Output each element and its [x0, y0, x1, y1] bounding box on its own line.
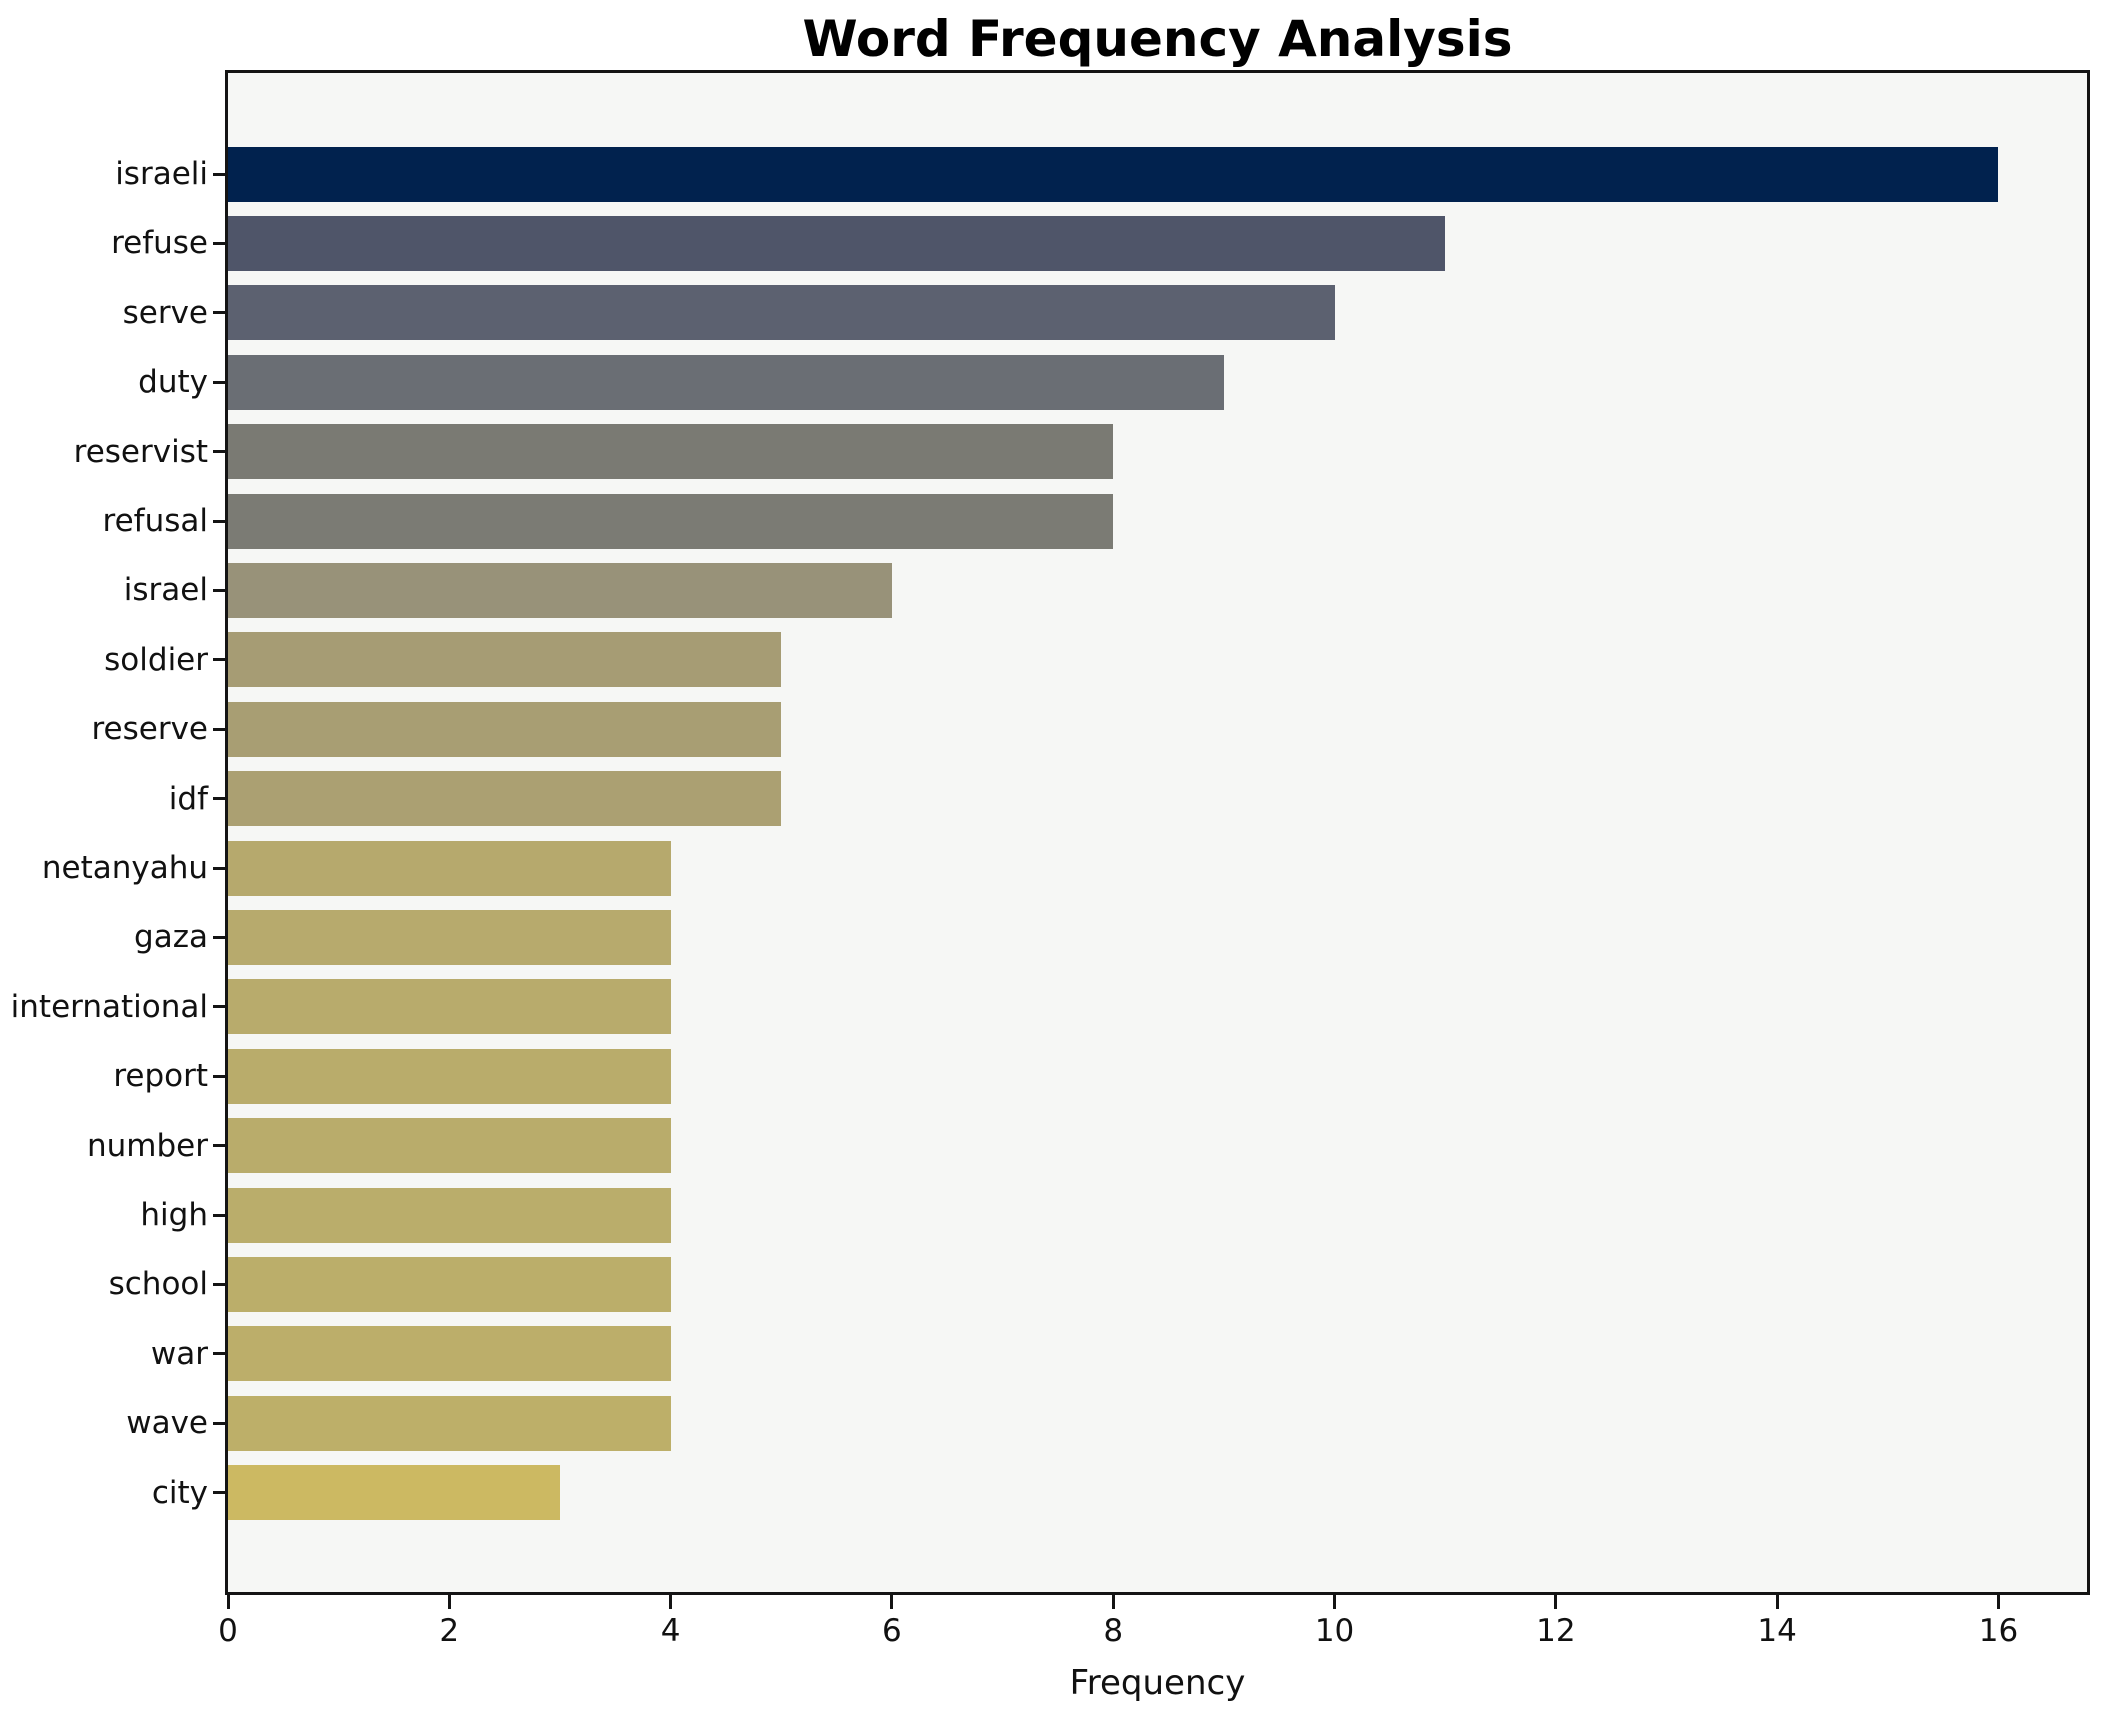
y-tick-mark: [213, 1491, 225, 1495]
bar-reservist: [228, 424, 1114, 480]
y-tick-label: idf: [168, 780, 208, 817]
y-tick-mark: [213, 866, 225, 870]
x-tick-label: 14: [1757, 1613, 1797, 1649]
y-tick-label: international: [10, 988, 208, 1025]
y-tick-mark: [213, 172, 225, 176]
y-tick-mark: [213, 1282, 225, 1286]
y-tick-label: reserve: [91, 711, 208, 748]
bar-refuse: [228, 215, 1446, 271]
y-tick-mark: [213, 1213, 225, 1217]
y-tick-mark: [213, 241, 225, 245]
x-tick-label: 10: [1314, 1613, 1355, 1649]
plot-area: [225, 70, 2090, 1595]
x-tick-label: 4: [660, 1613, 681, 1649]
bar-international: [228, 979, 671, 1035]
bar-high: [228, 1187, 671, 1243]
bar-reserve: [228, 701, 782, 757]
y-tick-label: wave: [126, 1405, 208, 1442]
bar-school: [228, 1256, 671, 1312]
y-tick-mark: [213, 1005, 225, 1009]
y-tick-mark: [213, 588, 225, 592]
x-tick-mark: [447, 1595, 451, 1609]
y-tick-label: netanyahu: [41, 850, 208, 886]
x-tick-mark: [890, 1595, 894, 1609]
y-tick-label: gaza: [134, 919, 208, 956]
x-axis-title: Frequency: [1069, 1663, 1246, 1703]
bar-netanyahu: [228, 840, 671, 896]
y-tick-label: war: [150, 1335, 208, 1372]
x-tick-label: 0: [218, 1613, 238, 1649]
bar-city: [228, 1465, 560, 1521]
bar-israel: [228, 562, 892, 618]
y-tick-label: refusal: [102, 503, 208, 539]
y-tick-label: number: [87, 1127, 208, 1164]
y-tick-mark: [213, 935, 225, 939]
x-tick-mark: [1775, 1595, 1779, 1609]
y-tick-label: duty: [138, 364, 208, 401]
y-tick-label: soldier: [104, 641, 208, 678]
x-tick-label: 16: [1978, 1613, 2019, 1649]
chart-title: Word Frequency Analysis: [802, 10, 1513, 68]
bar-war: [228, 1326, 671, 1382]
y-tick-mark: [213, 797, 225, 801]
x-tick-mark: [1996, 1595, 2000, 1609]
y-tick-label: report: [113, 1058, 208, 1095]
bar-israeli: [228, 146, 1999, 202]
bar-serve: [228, 285, 1335, 341]
bar-wave: [228, 1395, 671, 1451]
x-tick-mark: [669, 1595, 673, 1609]
bar-refusal: [228, 493, 1114, 549]
y-tick-mark: [213, 658, 225, 662]
y-tick-label: school: [108, 1266, 208, 1303]
y-tick-label: high: [140, 1197, 208, 1233]
bar-idf: [228, 771, 782, 827]
y-tick-mark: [213, 519, 225, 523]
y-tick-label: reservist: [73, 433, 208, 470]
x-tick-label: 6: [882, 1613, 902, 1649]
bar-soldier: [228, 632, 782, 688]
bar-report: [228, 1048, 671, 1104]
x-tick-mark: [226, 1595, 230, 1609]
y-tick-mark: [213, 1421, 225, 1425]
x-tick-label: 2: [439, 1613, 460, 1649]
y-tick-label: israel: [123, 572, 208, 609]
y-tick-label: serve: [122, 294, 208, 331]
bar-duty: [228, 354, 1224, 410]
y-tick-mark: [213, 1074, 225, 1078]
bar-number: [228, 1118, 671, 1174]
y-tick-mark: [213, 450, 225, 454]
y-tick-mark: [213, 1144, 225, 1148]
x-tick-mark: [1111, 1595, 1115, 1609]
y-tick-label: israeli: [115, 156, 208, 192]
y-tick-mark: [213, 1352, 225, 1356]
y-tick-label: refuse: [111, 225, 208, 262]
bar-gaza: [228, 909, 671, 965]
y-tick-mark: [213, 311, 225, 315]
y-tick-label: city: [151, 1474, 208, 1511]
x-tick-label: 8: [1103, 1613, 1124, 1649]
x-tick-mark: [1333, 1595, 1337, 1609]
y-tick-mark: [213, 380, 225, 384]
x-tick-label: 12: [1536, 1613, 1576, 1649]
x-tick-mark: [1554, 1595, 1558, 1609]
y-tick-mark: [213, 727, 225, 731]
